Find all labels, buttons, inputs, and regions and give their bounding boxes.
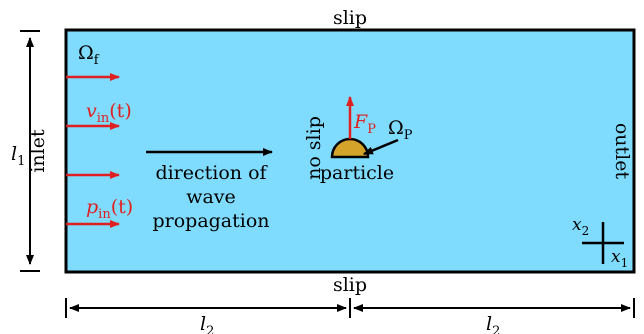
inflow-velocity-label: vin(t) xyxy=(86,100,132,126)
particle-domain-symbol: ΩP xyxy=(388,117,413,143)
bottom-dimension-label-left: l2 xyxy=(200,313,214,334)
top-boundary-label: slip xyxy=(333,7,367,29)
no-slip-label: no slip xyxy=(303,116,325,180)
outlet-label: outlet xyxy=(611,123,633,180)
bottom-boundary-label: slip xyxy=(333,274,367,296)
wave-text-line-1: direction of xyxy=(155,162,268,184)
wave-text-line-2: wave xyxy=(186,186,236,208)
inflow-pressure-label: pin(t) xyxy=(86,196,133,222)
force-label: FP xyxy=(353,111,376,137)
bottom-dimension-label-right: l2 xyxy=(486,313,500,334)
wave-text-line-3: propagation xyxy=(152,210,269,232)
fluid-domain-symbol: Ωf xyxy=(78,42,100,68)
x2-axis-label: x2 xyxy=(572,215,589,238)
x1-axis-label: x1 xyxy=(611,247,628,270)
particle-domain-pointer xyxy=(363,138,399,156)
particle-label: particle xyxy=(320,162,394,184)
height-dimension-label: l1 xyxy=(11,143,25,169)
